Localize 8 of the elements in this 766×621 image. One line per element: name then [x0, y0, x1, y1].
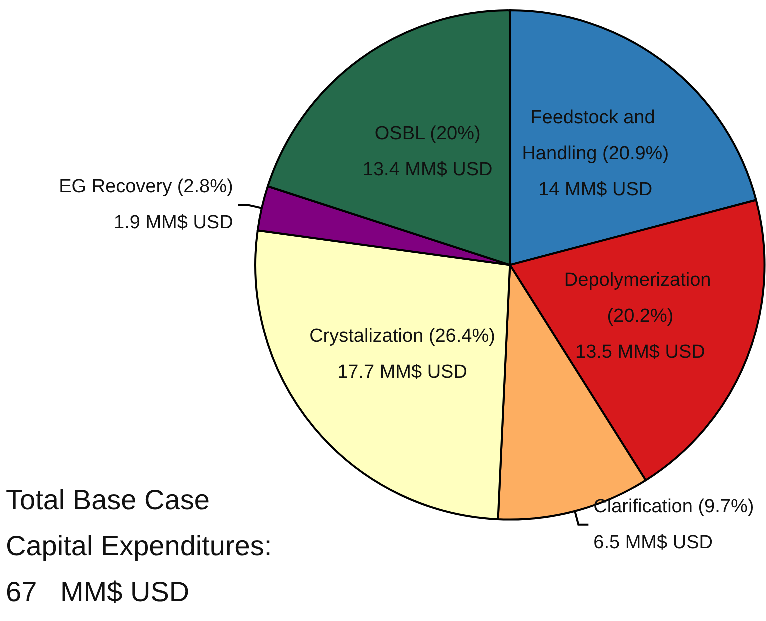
slice-label: Depolymerization	[564, 270, 716, 291]
data-label: (20.2%) 13.5 MM$ USD	[576, 306, 706, 363]
slice-label: Crystalization (26.4%) 17.7 MM$ USD	[310, 326, 496, 384]
slice-label: Clarification (9.7%) 6.5 MM$ USD	[594, 496, 754, 554]
slice-label: Feedstock and Handling (20.9%) 14 MM$ USD	[522, 108, 670, 201]
slice-label: EG Recovery (2.8%) 1.9 MM$ USD	[59, 176, 234, 234]
text: Total Base Case Capital Expenditures: 67 MM$ USD	[6, 484, 272, 608]
slice-label: OSBL (20%) 13.4 MM$ USD	[362, 123, 493, 180]
